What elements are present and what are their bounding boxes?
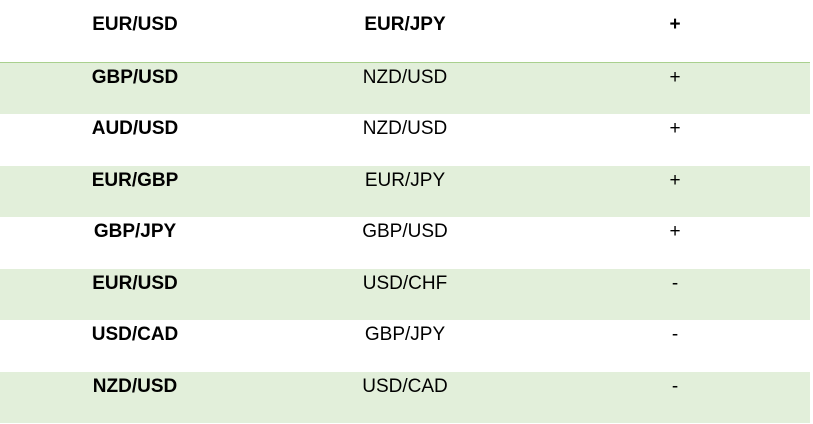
table-row: EUR/USD USD/CHF -: [0, 268, 810, 320]
table-cell: -: [540, 371, 810, 423]
header-row: EUR/USD EUR/JPY +: [0, 10, 810, 63]
table-cell: EUR/JPY: [270, 10, 540, 63]
table-cell: EUR/USD: [0, 10, 270, 63]
table-cell: +: [669, 221, 681, 242]
table-cell: GBP/USD: [362, 221, 448, 242]
table-cell: AUD/USD: [91, 118, 179, 139]
table-cell: +: [540, 62, 810, 114]
table-row: GBP/JPY GBP/USD +: [0, 217, 810, 269]
table-row: USD/CAD GBP/JPY -: [0, 320, 810, 372]
table-cell: +: [669, 118, 681, 139]
table-cell: -: [671, 324, 679, 345]
table-cell: +: [540, 10, 810, 63]
table-cell: NZD/USD: [270, 62, 540, 114]
table-row: EUR/GBP EUR/JPY +: [0, 165, 810, 217]
table-cell: +: [540, 165, 810, 217]
table-row: GBP/USD NZD/USD +: [0, 62, 810, 114]
table-cell: USD/CAD: [91, 324, 179, 345]
table-cell: USD/CAD: [270, 371, 540, 423]
table-cell: -: [540, 268, 810, 320]
table-body: GBP/USD NZD/USD + AUD/USD NZD/USD + EUR/GBP EUR…: [0, 62, 810, 423]
table-cell: GBP/JPY: [364, 324, 446, 345]
pairs-table: EUR/USD EUR/JPY + GBP/USD NZD/USD + AUD/USD NZ…: [0, 10, 810, 423]
table-header: EUR/USD EUR/JPY +: [0, 10, 810, 63]
table-cell: USD/CHF: [270, 268, 540, 320]
table-row: NZD/USD USD/CAD -: [0, 371, 810, 423]
table-cell: EUR/GBP: [0, 165, 270, 217]
table-row: AUD/USD NZD/USD +: [0, 114, 810, 166]
table-cell: GBP/JPY: [93, 221, 177, 242]
table-cell: GBP/USD: [0, 62, 270, 114]
table-cell: NZD/USD: [0, 371, 270, 423]
table-cell: NZD/USD: [362, 118, 448, 139]
table-cell: EUR/JPY: [270, 165, 540, 217]
table-cell: EUR/USD: [0, 268, 270, 320]
